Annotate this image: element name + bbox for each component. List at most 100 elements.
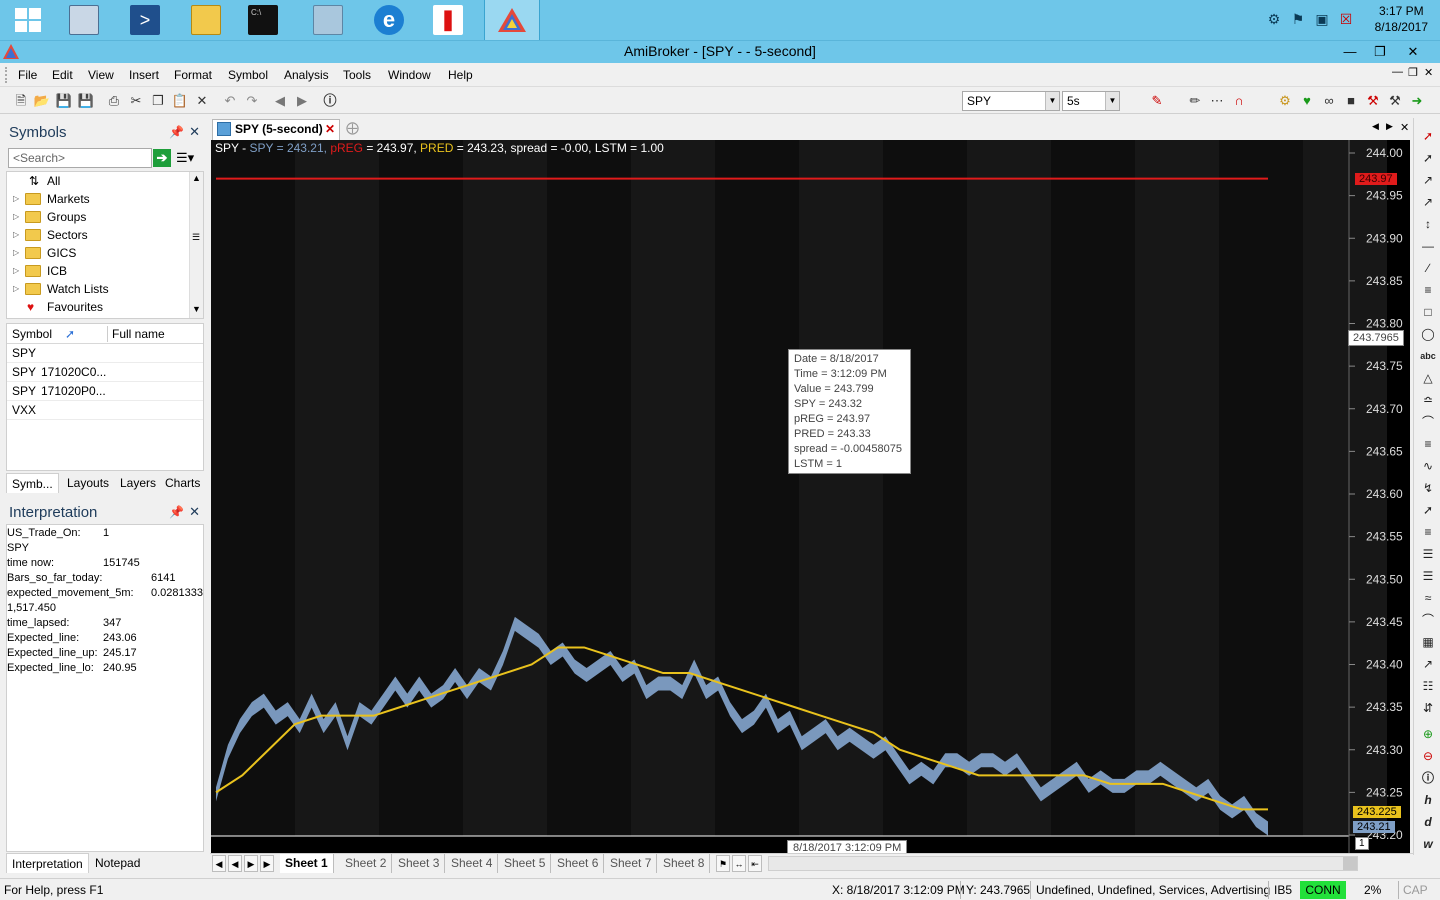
text-icon[interactable]: abc: [1420, 351, 1436, 361]
clock[interactable]: 3:17 PM 8/18/2017: [1375, 3, 1428, 35]
extended-line-icon[interactable]: ↗: [1422, 195, 1434, 209]
tools-icon[interactable]: ⚒: [1367, 93, 1379, 108]
minimize-button[interactable]: —: [1343, 44, 1357, 59]
tab-charts[interactable]: Charts: [165, 476, 201, 490]
taskbar-amibroker[interactable]: [484, 0, 540, 40]
ray-icon[interactable]: ↗: [1422, 173, 1434, 187]
info-icon[interactable]: ⓘ: [323, 93, 337, 108]
menu-symbol[interactable]: Symbol: [228, 68, 269, 82]
zoom-in-icon[interactable]: ⊕: [1422, 727, 1434, 741]
arc-icon[interactable]: ⌒: [1421, 415, 1434, 429]
triangle-icon[interactable]: △: [1423, 371, 1433, 385]
heart-icon[interactable]: ♥: [1303, 93, 1311, 108]
line-tool-icon[interactable]: ➚: [1422, 503, 1434, 517]
sort-arrow-icon[interactable]: ➚: [65, 327, 76, 341]
scroll-down-icon[interactable]: ▼: [192, 304, 201, 314]
mdi-close-button[interactable]: ✕: [1424, 67, 1434, 79]
sheet-tab-4[interactable]: Sheet 4: [446, 854, 499, 873]
zigzag-icon[interactable]: ↯: [1422, 481, 1434, 495]
save-icon[interactable]: 💾: [55, 93, 73, 108]
tab-close-icon[interactable]: ✕: [1400, 122, 1410, 134]
gann-icon[interactable]: ≡: [1424, 437, 1432, 451]
print-icon[interactable]: ⎙: [108, 93, 120, 108]
taskbar-cmd[interactable]: C:\: [235, 0, 291, 40]
pitchfork-icon[interactable]: ≏: [1422, 393, 1434, 407]
go-arrow-icon[interactable]: ➔: [153, 149, 171, 167]
menu-insert[interactable]: Insert: [129, 68, 160, 82]
network-icon[interactable]: ⚙: [1267, 11, 1281, 27]
ellipse-icon[interactable]: ◯: [1421, 327, 1435, 341]
taskbar-powershell[interactable]: >: [117, 0, 173, 40]
wrench-icon[interactable]: ⚒: [1389, 93, 1401, 108]
horizontal-scrollbar[interactable]: [768, 856, 1358, 871]
select-arrow-icon[interactable]: ➚: [1422, 129, 1434, 143]
magnet-icon[interactable]: ∩: [1234, 93, 1244, 108]
open-icon[interactable]: 📂: [33, 93, 51, 108]
paste-icon[interactable]: 📋: [171, 93, 189, 108]
flag-icon[interactable]: ⚑: [1291, 11, 1305, 27]
scrollbar-thumb[interactable]: [1343, 857, 1357, 870]
prev-sheet-icon[interactable]: ◀: [228, 855, 242, 872]
first-sheet-icon[interactable]: ◀: [212, 855, 226, 872]
export-icon[interactable]: ➜: [1411, 93, 1423, 108]
close-tab-icon[interactable]: ✕: [325, 122, 336, 136]
sheet-tab-5[interactable]: Sheet 5: [499, 854, 552, 873]
info-icon[interactable]: ⓘ: [1421, 771, 1434, 785]
taskbar-ie[interactable]: e: [361, 0, 417, 40]
start-button[interactable]: [0, 0, 56, 40]
table-row[interactable]: SPY 171020P0...: [7, 382, 203, 401]
lock-icon[interactable]: ⚑: [716, 855, 730, 872]
back-icon[interactable]: ◀: [275, 93, 285, 108]
search-input[interactable]: <Search>: [8, 148, 152, 168]
cut-icon[interactable]: ✂: [130, 93, 142, 108]
chart-canvas[interactable]: 244.00 243.95 243.90 243.85 243.80 243.75 243.…: [211, 140, 1410, 853]
horizontal-line-icon[interactable]: —: [1422, 239, 1434, 253]
sheet-tab-1[interactable]: Sheet 1: [280, 854, 334, 873]
tab-scroll-left-icon[interactable]: ◀: [1372, 121, 1379, 131]
dotted-line-icon[interactable]: ⋯: [1210, 93, 1224, 108]
scroll-grip-icon[interactable]: ☰: [192, 232, 201, 242]
restore-button[interactable]: ❐: [1374, 44, 1386, 59]
menu-tools[interactable]: Tools: [343, 68, 372, 82]
cycles-icon[interactable]: ≡: [1424, 525, 1432, 539]
copy-icon[interactable]: ❐: [152, 93, 164, 108]
menu-format[interactable]: Format: [174, 68, 213, 82]
tag-icon[interactable]: ■: [1347, 93, 1355, 108]
menu-view[interactable]: View: [88, 68, 114, 82]
fib-extension-icon[interactable]: ☰: [1422, 569, 1434, 583]
fib-time-icon[interactable]: ☰: [1422, 547, 1434, 561]
menu-file[interactable]: File: [18, 68, 38, 82]
grid-icon[interactable]: ▦: [1422, 635, 1434, 649]
arrows-icon[interactable]: ⇵: [1422, 701, 1434, 715]
close-icon[interactable]: ✕: [189, 504, 200, 519]
table-row[interactable]: VXX: [7, 401, 203, 420]
volume-muted-icon[interactable]: ☒: [1339, 11, 1353, 27]
taskbar-explorer[interactable]: [178, 0, 234, 40]
monitor-icon[interactable]: ▣: [1315, 11, 1329, 27]
expand-icon[interactable]: ▷: [13, 266, 20, 275]
mdi-restore-button[interactable]: ❐: [1408, 67, 1418, 79]
weekly-icon[interactable]: w: [1423, 837, 1433, 851]
jump-icon[interactable]: ⇤: [748, 855, 762, 872]
chevron-down-icon[interactable]: ▼: [1045, 92, 1059, 110]
sheet-tab-2[interactable]: Sheet 2: [340, 854, 393, 873]
list-view-icon[interactable]: ☰▾: [176, 150, 195, 165]
zoom-out-icon[interactable]: ⊖: [1422, 749, 1434, 763]
chevron-down-icon[interactable]: ▼: [1105, 92, 1119, 110]
close-window-button[interactable]: ✕: [1407, 44, 1419, 59]
taskbar-ib[interactable]: ❚: [420, 0, 476, 40]
delete-icon[interactable]: ✕: [196, 93, 208, 108]
pin-icon[interactable]: 📌: [169, 125, 184, 139]
next-sheet-icon[interactable]: ▶: [244, 855, 258, 872]
col-fullname[interactable]: Full name: [112, 327, 165, 341]
sheet-tab-3[interactable]: Sheet 3: [393, 854, 446, 873]
symbol-combo[interactable]: SPY ▼: [962, 91, 1060, 111]
pin-icon[interactable]: 📌: [169, 505, 184, 519]
daily-icon[interactable]: d: [1424, 815, 1432, 829]
menu-grip[interactable]: [5, 67, 8, 83]
menu-analysis[interactable]: Analysis: [284, 68, 329, 82]
undo-icon[interactable]: ↶: [224, 93, 236, 108]
tab-notepad[interactable]: Notepad: [95, 856, 141, 870]
color-picker-icon[interactable]: ✎: [1151, 93, 1163, 108]
tab-layers[interactable]: Layers: [120, 476, 157, 490]
